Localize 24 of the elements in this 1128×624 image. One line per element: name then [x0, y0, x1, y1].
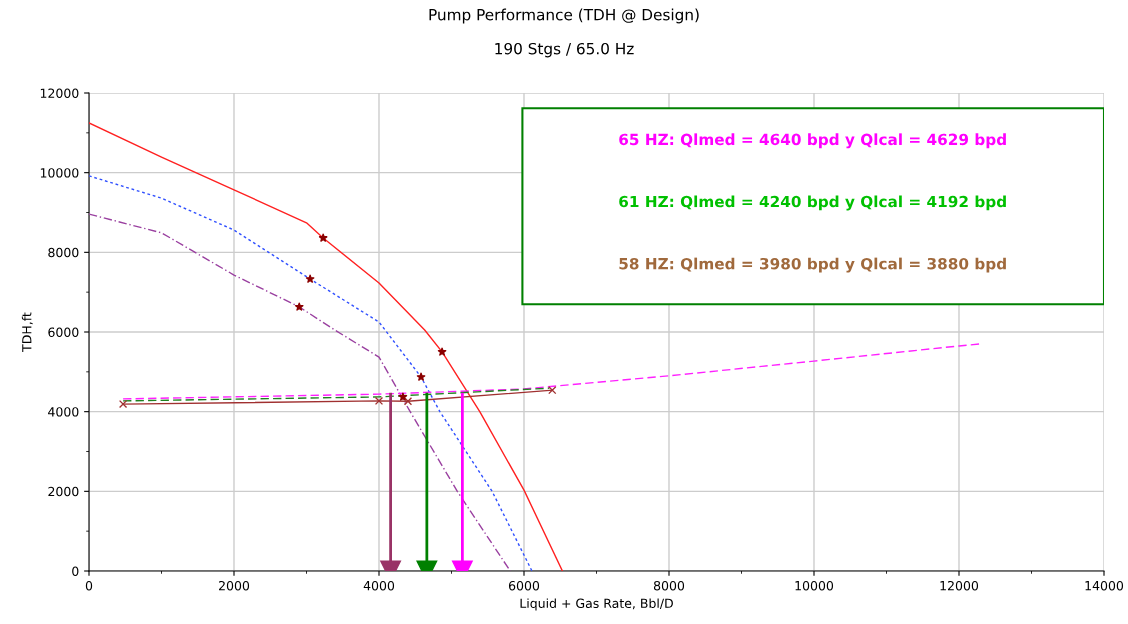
x-tick-label: 10000	[795, 580, 834, 591]
annotation: 61 HZ: Qlmed = 4240 bpd y Qlcal = 4192 bpd	[619, 195, 1006, 211]
y-tick-label: 10000	[40, 168, 79, 178]
y-tick-label: 8000	[48, 247, 79, 258]
annotation: 58 HZ: Qlmed = 3980 bpd y Qlcal = 3880 bpd	[619, 257, 1006, 273]
line-series	[89, 122, 564, 571]
x-axis-title: Liquid + Gas Rate, Bbl/D	[520, 598, 673, 611]
x-tick-label: 0	[85, 580, 93, 591]
x-tick-label: 6000	[508, 580, 540, 591]
x-tick-label: 12000	[940, 580, 979, 591]
x-tick-label: 14000	[1085, 580, 1124, 591]
chart-subtitle: 190 Stgs / 65.0 Hz	[495, 42, 634, 58]
y-tick-label: 12000	[40, 88, 79, 98]
y-tick-label: 0	[72, 566, 79, 576]
x-tick-label: 4000	[363, 580, 395, 591]
x-tick-label: 2000	[219, 580, 250, 591]
y-tick-label: 4000	[48, 407, 79, 417]
y-axis-title: TDH,ft	[21, 312, 33, 352]
chart-title: Pump Performance (TDH @ Design)	[429, 8, 699, 24]
annotation: 65 HZ: Qlmed = 4640 bpd y Qlcal = 4629 bpd	[619, 133, 1006, 149]
x-tick-label: 8000	[653, 580, 685, 591]
line-series	[122, 343, 981, 400]
y-tick-label: 2000	[48, 486, 79, 497]
y-tick-label: 6000	[48, 327, 79, 337]
